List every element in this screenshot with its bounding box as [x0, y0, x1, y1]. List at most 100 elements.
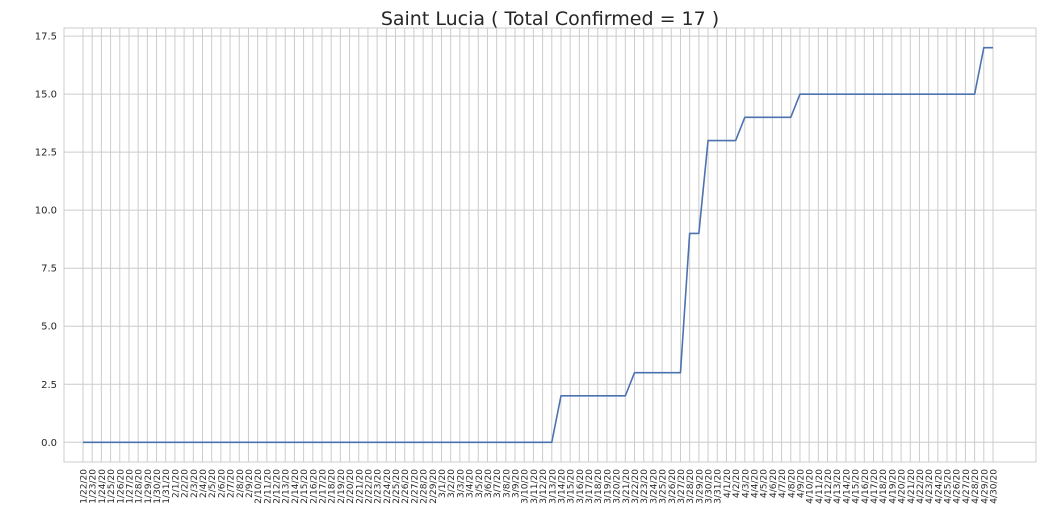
- x-tick-label: 3/4/20: [466, 469, 476, 498]
- x-tick-label: 4/24/20: [934, 469, 944, 504]
- series-layer: [83, 46, 993, 444]
- x-tick-label: 2/21/20: [355, 469, 365, 504]
- x-tick-label: 4/29/20: [980, 469, 990, 504]
- y-tick-label: 2.5: [41, 380, 57, 391]
- x-tick-label: 2/3/20: [190, 469, 200, 498]
- x-tick-label: 3/15/20: [567, 469, 577, 504]
- x-tick-label: 2/24/20: [383, 469, 393, 504]
- x-tick-label: 3/13/20: [548, 469, 558, 504]
- x-tick-label: 4/6/20: [769, 469, 779, 498]
- plot-border: [63, 27, 1037, 463]
- x-tick-label: 4/27/20: [962, 469, 972, 504]
- x-tick-label: 4/17/20: [870, 469, 880, 504]
- x-tick-label: 1/25/20: [107, 469, 117, 504]
- x-tick-label: 3/16/20: [576, 469, 586, 504]
- x-tick-label: 1/31/20: [162, 469, 172, 504]
- x-tick-label: 3/23/20: [640, 469, 650, 504]
- x-gridlines: [82, 28, 994, 462]
- x-tick-labels: 1/22/20 1/23/20 1/24/20 1/25/20 1/26/20 1/27/…: [80, 469, 1000, 504]
- x-tick-label: 2/26/20: [401, 469, 411, 504]
- x-tick-label: 3/20/20: [613, 469, 623, 504]
- x-tick-label: 3/1/20: [438, 469, 448, 498]
- x-tick-label: 3/18/20: [594, 469, 604, 504]
- x-tick-label: 2/12/20: [273, 469, 283, 504]
- x-tick-label: 4/1/20: [723, 469, 733, 498]
- x-tick-label: 4/9/20: [796, 469, 806, 498]
- x-tick-label: 4/8/20: [787, 469, 797, 498]
- x-tick-label: 2/19/20: [337, 469, 347, 504]
- x-tick-label: 4/20/20: [898, 469, 908, 504]
- x-tick-label: 4/13/20: [833, 469, 843, 504]
- x-tick-label: 2/22/20: [364, 469, 374, 504]
- x-tick-label: 3/27/20: [677, 469, 687, 504]
- x-tick-label: 3/17/20: [585, 469, 595, 504]
- x-tick-label: 4/7/20: [778, 469, 788, 498]
- x-tick-label: 2/4/20: [199, 469, 209, 498]
- x-tick-label: 3/7/20: [493, 469, 503, 498]
- x-tick-label: 2/6/20: [217, 469, 227, 498]
- x-tick-label: 4/12/20: [824, 469, 834, 504]
- x-tick-label: 2/8/20: [236, 469, 246, 498]
- y-tick-label: 17.5: [35, 32, 57, 43]
- x-tick-label: 3/14/20: [557, 469, 567, 504]
- x-tick-label: 2/5/20: [208, 469, 218, 498]
- x-tick-label: 3/24/20: [649, 469, 659, 504]
- y-tick-labels: 0.0 2.5 5.0 7.5 10.0 12.5 15.0 17.5: [35, 32, 57, 449]
- x-tick-label: 2/13/20: [282, 469, 292, 504]
- x-tick-label: 4/22/20: [916, 469, 926, 504]
- x-tick-label: 1/26/20: [116, 469, 126, 504]
- x-tick-label: 3/22/20: [631, 469, 641, 504]
- x-tick-label: 4/5/20: [760, 469, 770, 498]
- x-tick-label: 1/29/20: [144, 469, 154, 504]
- y-tick-label: 12.5: [35, 148, 57, 159]
- x-tick-label: 4/30/20: [990, 469, 1000, 504]
- x-tick-label: 1/28/20: [135, 469, 145, 504]
- x-tick-label: 3/25/20: [659, 469, 669, 504]
- x-tick-label: 4/4/20: [751, 469, 761, 498]
- x-tick-label: 4/15/20: [852, 469, 862, 504]
- x-tick-label: 3/26/20: [668, 469, 678, 504]
- plot-frame: [63, 27, 1037, 463]
- x-tick-label: 2/15/20: [300, 469, 310, 504]
- y-tick-label: 10.0: [35, 206, 57, 217]
- x-tick-label: 4/28/20: [971, 469, 981, 504]
- x-tick-label: 3/10/20: [521, 469, 531, 504]
- x-tick-label: 2/10/20: [254, 469, 264, 504]
- x-tick-label: 2/20/20: [346, 469, 356, 504]
- x-tick-label: 2/14/20: [291, 469, 301, 504]
- x-tick-label: 2/2/20: [181, 469, 191, 498]
- y-tick-label: 7.5: [41, 264, 57, 275]
- x-tick-label: 2/27/20: [410, 469, 420, 504]
- x-tick-label: 3/8/20: [502, 469, 512, 498]
- x-tick-label: 4/16/20: [861, 469, 871, 504]
- x-tick-label: 4/25/20: [944, 469, 954, 504]
- x-tick-label: 2/11/20: [263, 469, 273, 504]
- x-tick-label: 2/9/20: [245, 469, 255, 498]
- x-tick-label: 2/25/20: [392, 469, 402, 504]
- x-tick-label: 3/9/20: [512, 469, 522, 498]
- x-tick-label: 4/11/20: [815, 469, 825, 504]
- x-tick-label: 4/2/20: [732, 469, 742, 498]
- x-tick-label: 1/27/20: [125, 469, 135, 504]
- x-tick-label: 2/18/20: [328, 469, 338, 504]
- x-tick-label: 3/29/20: [695, 469, 705, 504]
- x-tick-label: 3/31/20: [714, 469, 724, 504]
- x-tick-label: 1/24/20: [98, 469, 108, 504]
- y-tick-label: 15.0: [35, 90, 57, 101]
- x-tick-label: 1/22/20: [80, 469, 90, 504]
- x-tick-label: 3/11/20: [530, 469, 540, 504]
- x-tick-label: 2/7/20: [227, 469, 237, 498]
- y-tick-label: 0.0: [41, 438, 57, 449]
- x-tick-label: 2/23/20: [374, 469, 384, 504]
- x-tick-label: 4/19/20: [888, 469, 898, 504]
- x-tick-label: 3/5/20: [475, 469, 485, 498]
- x-tick-label: 4/10/20: [806, 469, 816, 504]
- x-tick-label: 3/3/20: [456, 469, 466, 498]
- x-tick-label: 3/30/20: [705, 469, 715, 504]
- x-tick-label: 3/12/20: [539, 469, 549, 504]
- x-tick-label: 4/26/20: [953, 469, 963, 504]
- x-tick-label: 3/28/20: [686, 469, 696, 504]
- x-tick-label: 2/16/20: [309, 469, 319, 504]
